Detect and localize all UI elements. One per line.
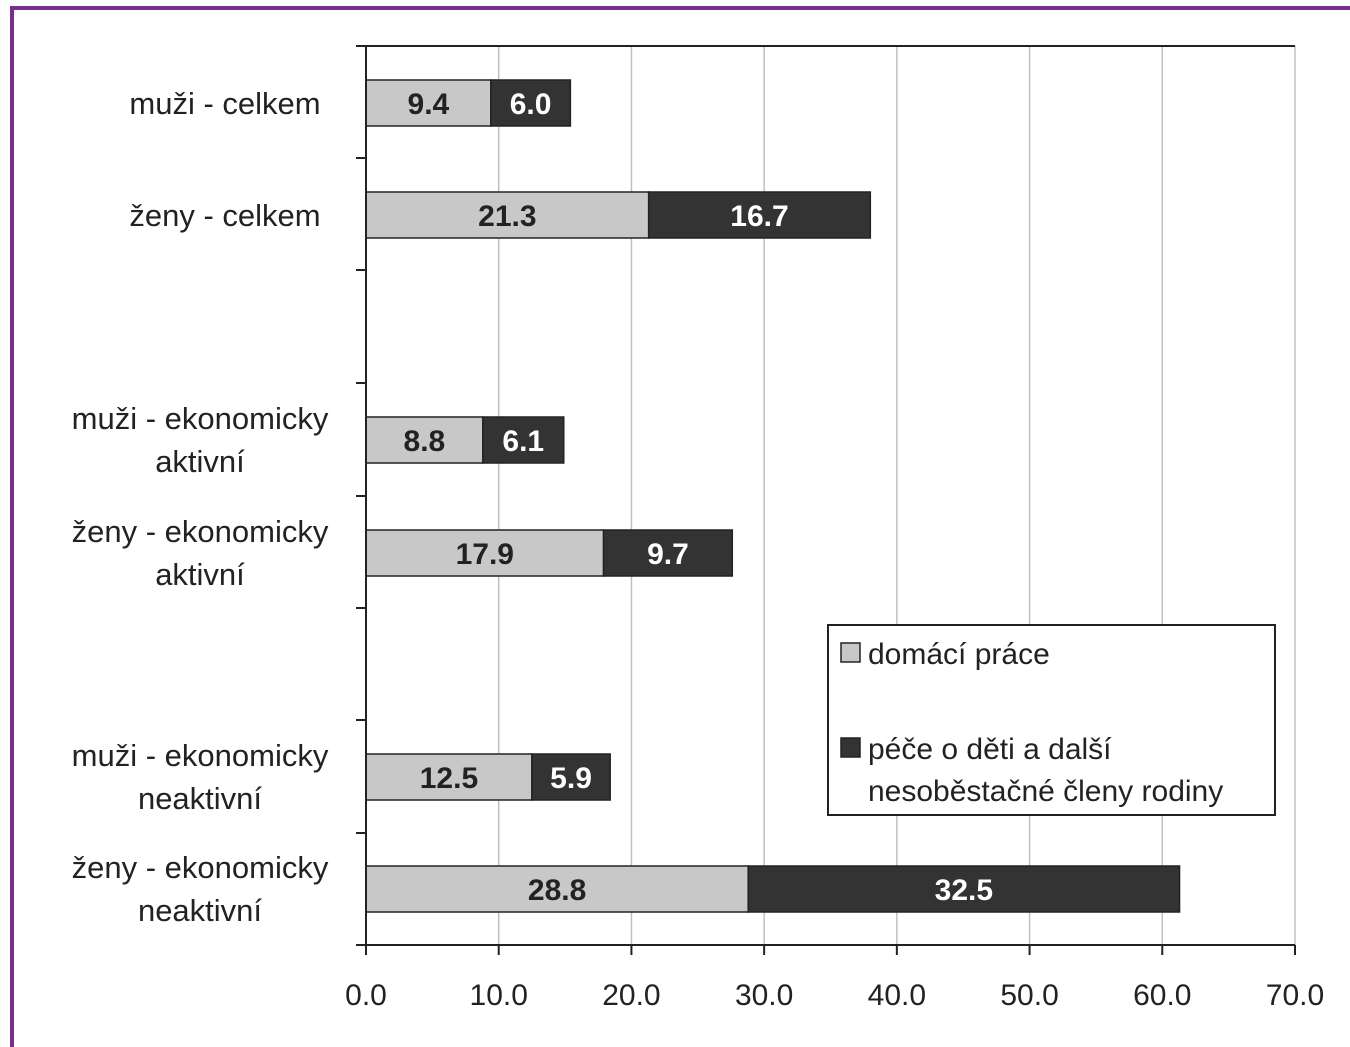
x-tick-label: 70.0 xyxy=(1266,979,1324,1012)
data-label: 32.5 xyxy=(935,874,993,907)
x-tick-label: 60.0 xyxy=(1133,979,1191,1012)
bar-segment xyxy=(490,79,572,127)
data-label: 28.8 xyxy=(528,874,586,907)
data-label: 16.7 xyxy=(730,200,788,233)
category-label: ženy - ekonomicky xyxy=(72,850,329,885)
x-tick-label: 50.0 xyxy=(1000,979,1058,1012)
category-label: neaktivní xyxy=(138,893,262,928)
category-label: aktivní xyxy=(155,557,245,592)
x-tick-label: 30.0 xyxy=(735,979,793,1012)
legend-label: domácí práce xyxy=(868,638,1050,671)
category-label: muži - ekonomicky xyxy=(72,738,329,773)
category-label: aktivní xyxy=(155,444,245,479)
category-label: muži - ekonomicky xyxy=(72,401,329,436)
bar-segment xyxy=(747,865,1181,913)
category-label: muži - celkem xyxy=(129,86,320,121)
data-label: 21.3 xyxy=(478,200,536,233)
x-tick-label: 10.0 xyxy=(470,979,528,1012)
bar-segment xyxy=(365,79,492,127)
category-label: ženy - celkem xyxy=(129,198,320,233)
x-tick-label: 40.0 xyxy=(868,979,926,1012)
x-tick-label: 0.0 xyxy=(345,979,387,1012)
bar-segment xyxy=(482,416,565,464)
data-label: 5.9 xyxy=(550,762,592,795)
legend-swatch xyxy=(840,642,861,663)
legend-label: péče o děti a další xyxy=(868,733,1112,766)
data-label: 6.0 xyxy=(510,88,552,121)
data-label: 6.1 xyxy=(502,425,544,458)
bar-segment xyxy=(531,753,611,801)
bar-segment xyxy=(365,191,650,239)
data-label: 12.5 xyxy=(420,762,478,795)
x-tick-label: 20.0 xyxy=(602,979,660,1012)
data-label: 9.4 xyxy=(408,88,450,121)
bar-segment xyxy=(365,865,749,913)
bar-segment xyxy=(602,529,734,577)
data-label: 17.9 xyxy=(456,538,514,571)
legend-box xyxy=(827,624,1276,816)
data-label: 8.8 xyxy=(404,425,446,458)
legend-label: nesoběstačné členy rodiny xyxy=(868,775,1223,808)
category-label: neaktivní xyxy=(138,781,262,816)
legend-swatch xyxy=(840,737,861,758)
category-label: ženy - ekonomicky xyxy=(72,514,329,549)
bar-segment xyxy=(647,191,872,239)
data-label: 9.7 xyxy=(647,538,689,571)
